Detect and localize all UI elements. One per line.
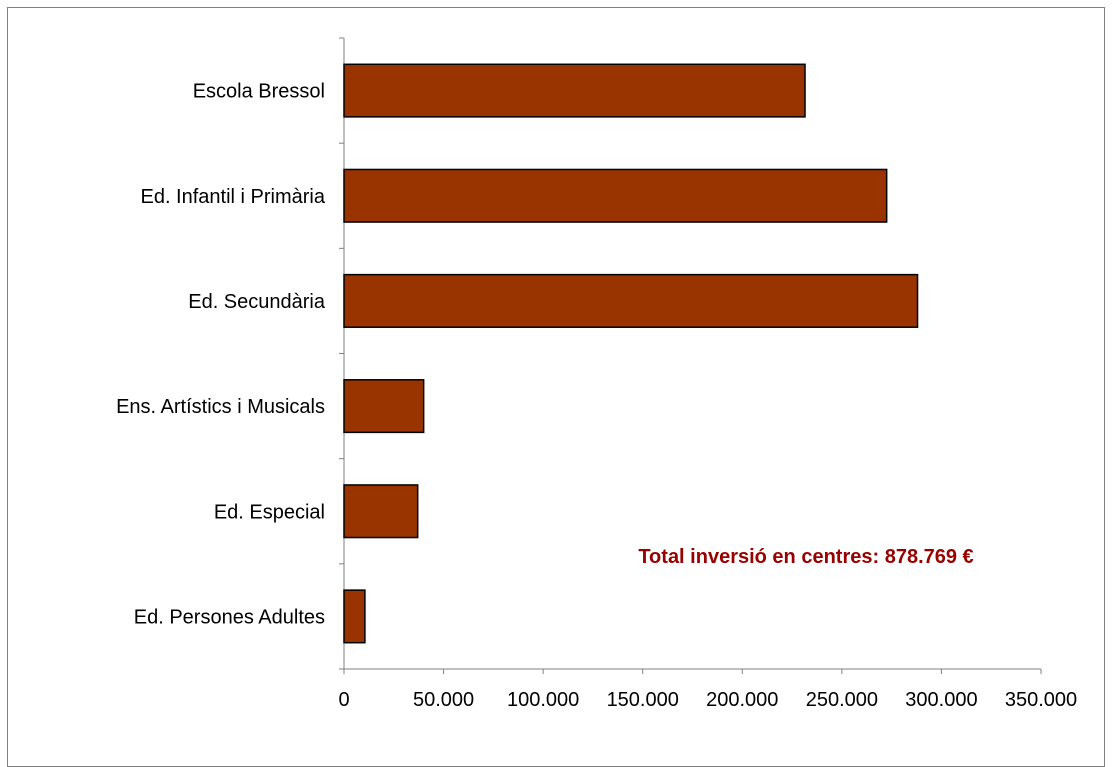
bar <box>343 168 888 223</box>
bar <box>343 273 919 328</box>
bar <box>343 63 806 118</box>
category-label: Ed. Especial <box>214 501 325 523</box>
category-label: Escola Bressol <box>193 81 325 103</box>
x-tick-labels: 0 50.000 100.000 150.000 200.000 250.000 300.0… <box>338 689 1077 711</box>
x-tick-label: 350.000 <box>1005 689 1077 711</box>
chart-area <box>7 7 1105 767</box>
category-labels: Escola Bressol Ed. Infantil i Primària Ed.… <box>116 81 326 629</box>
x-tick-label: 250.000 <box>806 689 878 711</box>
category-label: Ed. Persones Adultes <box>134 606 325 628</box>
axes <box>339 37 1042 674</box>
total-annotation: Total inversió en centres: 878.769 € <box>638 546 973 568</box>
x-tick-label: 0 <box>338 689 349 711</box>
bar <box>343 379 425 434</box>
x-tick-label: 150.000 <box>607 689 679 711</box>
x-tick-label: 50.000 <box>413 689 474 711</box>
bars <box>343 63 919 644</box>
x-tick-label: 100.000 <box>507 689 579 711</box>
x-tick-label: 200.000 <box>706 689 778 711</box>
bar <box>343 589 366 644</box>
x-tick-label: 300.000 <box>905 689 977 711</box>
bar <box>343 484 419 539</box>
category-label: Ed. Infantil i Primària <box>140 186 325 208</box>
category-label: Ed. Secundària <box>188 291 326 313</box>
category-label: Ens. Artístics i Musicals <box>116 396 325 418</box>
